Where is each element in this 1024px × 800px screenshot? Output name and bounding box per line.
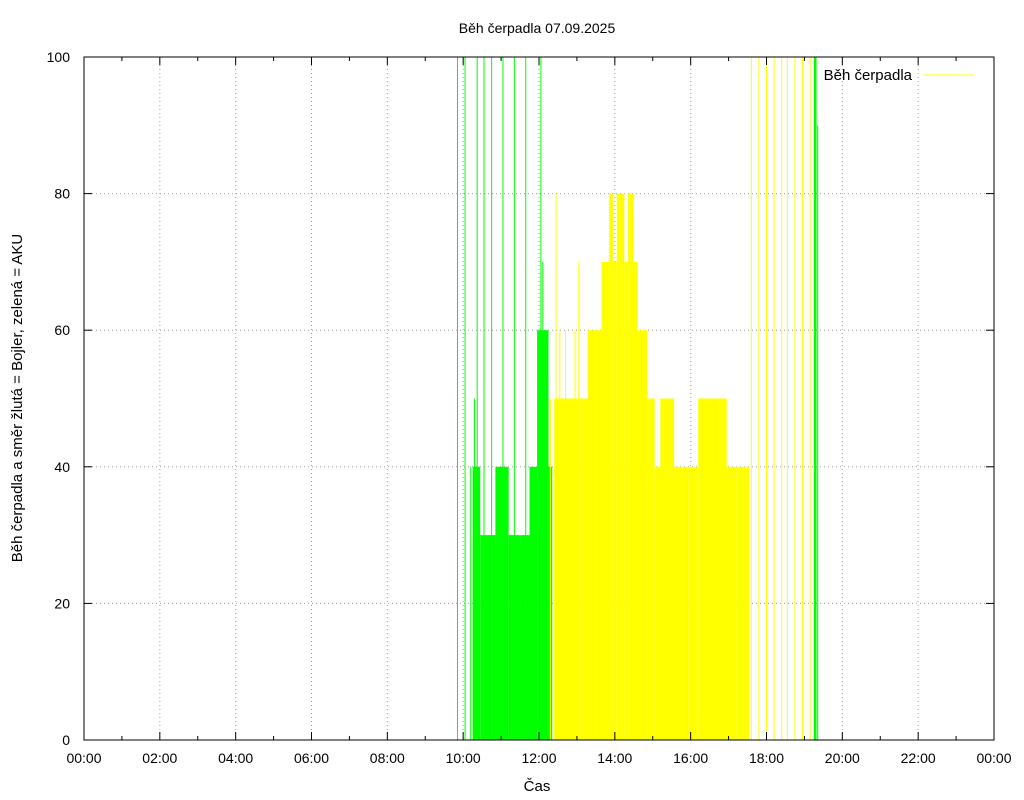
bar: [654, 466, 661, 740]
x-tick-label: 12:00: [521, 750, 556, 766]
bar: [612, 261, 617, 740]
bar: [561, 398, 572, 740]
bar: [595, 330, 602, 740]
bar: [624, 261, 629, 740]
bar: [472, 466, 481, 740]
legend-label: Běh čerpadla: [824, 67, 913, 84]
x-tick-label: 06:00: [294, 750, 329, 766]
x-axis-tick-labels: 00:00 02:00 04:00 06:00 08:00 10:00 12:00 14:00…: [66, 750, 1011, 766]
bar: [637, 330, 648, 740]
bar: [726, 466, 737, 740]
x-tick-label: 10:00: [446, 750, 481, 766]
bar: [609, 193, 613, 741]
y-tick-label: 100: [47, 49, 71, 65]
bar: [588, 330, 596, 740]
x-tick-label: 00:00: [66, 750, 101, 766]
bar: [529, 466, 538, 740]
y-axis-label: Běh čerpadla a směr žlutá = Bojler, zele…: [9, 234, 26, 563]
bar: [480, 535, 496, 740]
bar: [633, 261, 638, 740]
x-tick-label: 18:00: [749, 750, 784, 766]
x-tick-label: 16:00: [673, 750, 708, 766]
bar: [495, 466, 509, 740]
y-tick-label: 80: [54, 186, 70, 202]
legend: Běh čerpadla: [824, 67, 974, 84]
chart-title: Běh čerpadla 07.09.2025: [459, 20, 616, 36]
x-tick-label: 00:00: [976, 750, 1011, 766]
x-tick-label: 22:00: [901, 750, 936, 766]
bar: [520, 535, 530, 740]
bar: [673, 466, 682, 740]
bar: [709, 398, 720, 740]
x-tick-label: 02:00: [142, 750, 177, 766]
plot-area: [456, 57, 819, 741]
x-tick-label: 20:00: [825, 750, 860, 766]
y-tick-label: 60: [54, 322, 70, 338]
bar: [571, 398, 581, 740]
bar: [554, 398, 562, 740]
y-tick-label: 0: [62, 732, 70, 748]
bar: [688, 466, 699, 740]
x-axis-label: Čas: [524, 778, 551, 795]
x-tick-label: 08:00: [370, 750, 405, 766]
bar: [580, 398, 589, 740]
bar: [698, 398, 710, 740]
y-tick-label: 20: [54, 595, 70, 611]
bar: [628, 193, 634, 741]
axis-ticks: [83, 56, 995, 741]
bar: [660, 398, 667, 740]
y-axis-tick-labels: 0 20 40 60 80 100: [47, 49, 71, 748]
bar: [719, 398, 727, 740]
bar: [736, 466, 750, 740]
x-tick-label: 04:00: [218, 750, 253, 766]
series-group: [549, 57, 811, 741]
x-tick-label: 14:00: [597, 750, 632, 766]
bar: [813, 57, 817, 740]
y-tick-label: 40: [54, 459, 70, 475]
